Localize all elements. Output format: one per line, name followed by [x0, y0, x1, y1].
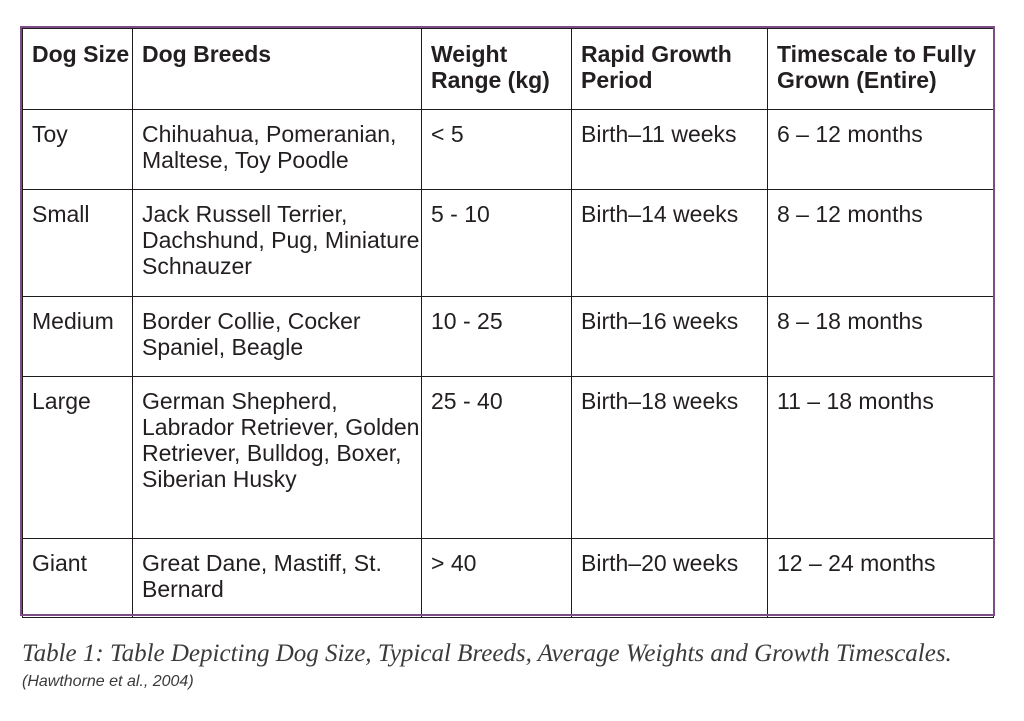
cell-growth: Birth–16 weeks — [571, 296, 768, 377]
cell-size: Giant — [22, 538, 133, 618]
cell-breeds: Border Collie, Cocker Spaniel, Beagle — [132, 296, 422, 377]
table-row: Large German Shepherd, Labrador Retrieve… — [22, 376, 994, 539]
cell-timescale: 6 – 12 months — [767, 109, 994, 190]
cell-size: Small — [22, 189, 133, 297]
dog-growth-table: Dog Size Dog Breeds Weight Range (kg) Ra… — [22, 28, 994, 618]
table-source-citation: (Hawthorne et al., 2004) — [22, 673, 194, 690]
cell-timescale: 11 – 18 months — [767, 376, 994, 539]
cell-growth: Birth–18 weeks — [571, 376, 768, 539]
table-row: Medium Border Collie, Cocker Spaniel, Be… — [22, 296, 994, 377]
table-row: Toy Chihuahua, Pomeranian, Maltese, Toy … — [22, 109, 994, 190]
header-dog-breeds: Dog Breeds — [132, 28, 422, 110]
cell-size: Medium — [22, 296, 133, 377]
header-rapid-growth: Rapid Growth Period — [571, 28, 768, 110]
cell-breeds: German Shepherd, Labrador Retriever, Gol… — [132, 376, 422, 539]
cell-weight: 10 - 25 — [421, 296, 572, 377]
cell-size: Toy — [22, 109, 133, 190]
table-row: Small Jack Russell Terrier, Dachshund, P… — [22, 189, 994, 297]
header-weight-range: Weight Range (kg) — [421, 28, 572, 110]
table-caption: Table 1: Table Depicting Dog Size, Typic… — [22, 640, 952, 667]
cell-weight: < 5 — [421, 109, 572, 190]
cell-growth: Birth–20 weeks — [571, 538, 768, 618]
cell-weight: > 40 — [421, 538, 572, 618]
cell-breeds: Jack Russell Terrier, Dachshund, Pug, Mi… — [132, 189, 422, 297]
header-timescale: Timescale to Fully Grown (Entire) — [767, 28, 994, 110]
cell-weight: 5 - 10 — [421, 189, 572, 297]
table-header-row: Dog Size Dog Breeds Weight Range (kg) Ra… — [22, 28, 994, 110]
cell-timescale: 12 – 24 months — [767, 538, 994, 618]
cell-growth: Birth–11 weeks — [571, 109, 768, 190]
cell-timescale: 8 – 12 months — [767, 189, 994, 297]
cell-growth: Birth–14 weeks — [571, 189, 768, 297]
cell-size: Large — [22, 376, 133, 539]
cell-weight: 25 - 40 — [421, 376, 572, 539]
cell-timescale: 8 – 18 months — [767, 296, 994, 377]
cell-breeds: Chihuahua, Pomeranian, Maltese, Toy Pood… — [132, 109, 422, 190]
header-dog-size: Dog Size — [22, 28, 133, 110]
table-row: Giant Great Dane, Mastiff, St. Bernard >… — [22, 538, 994, 618]
cell-breeds: Great Dane, Mastiff, St. Bernard — [132, 538, 422, 618]
